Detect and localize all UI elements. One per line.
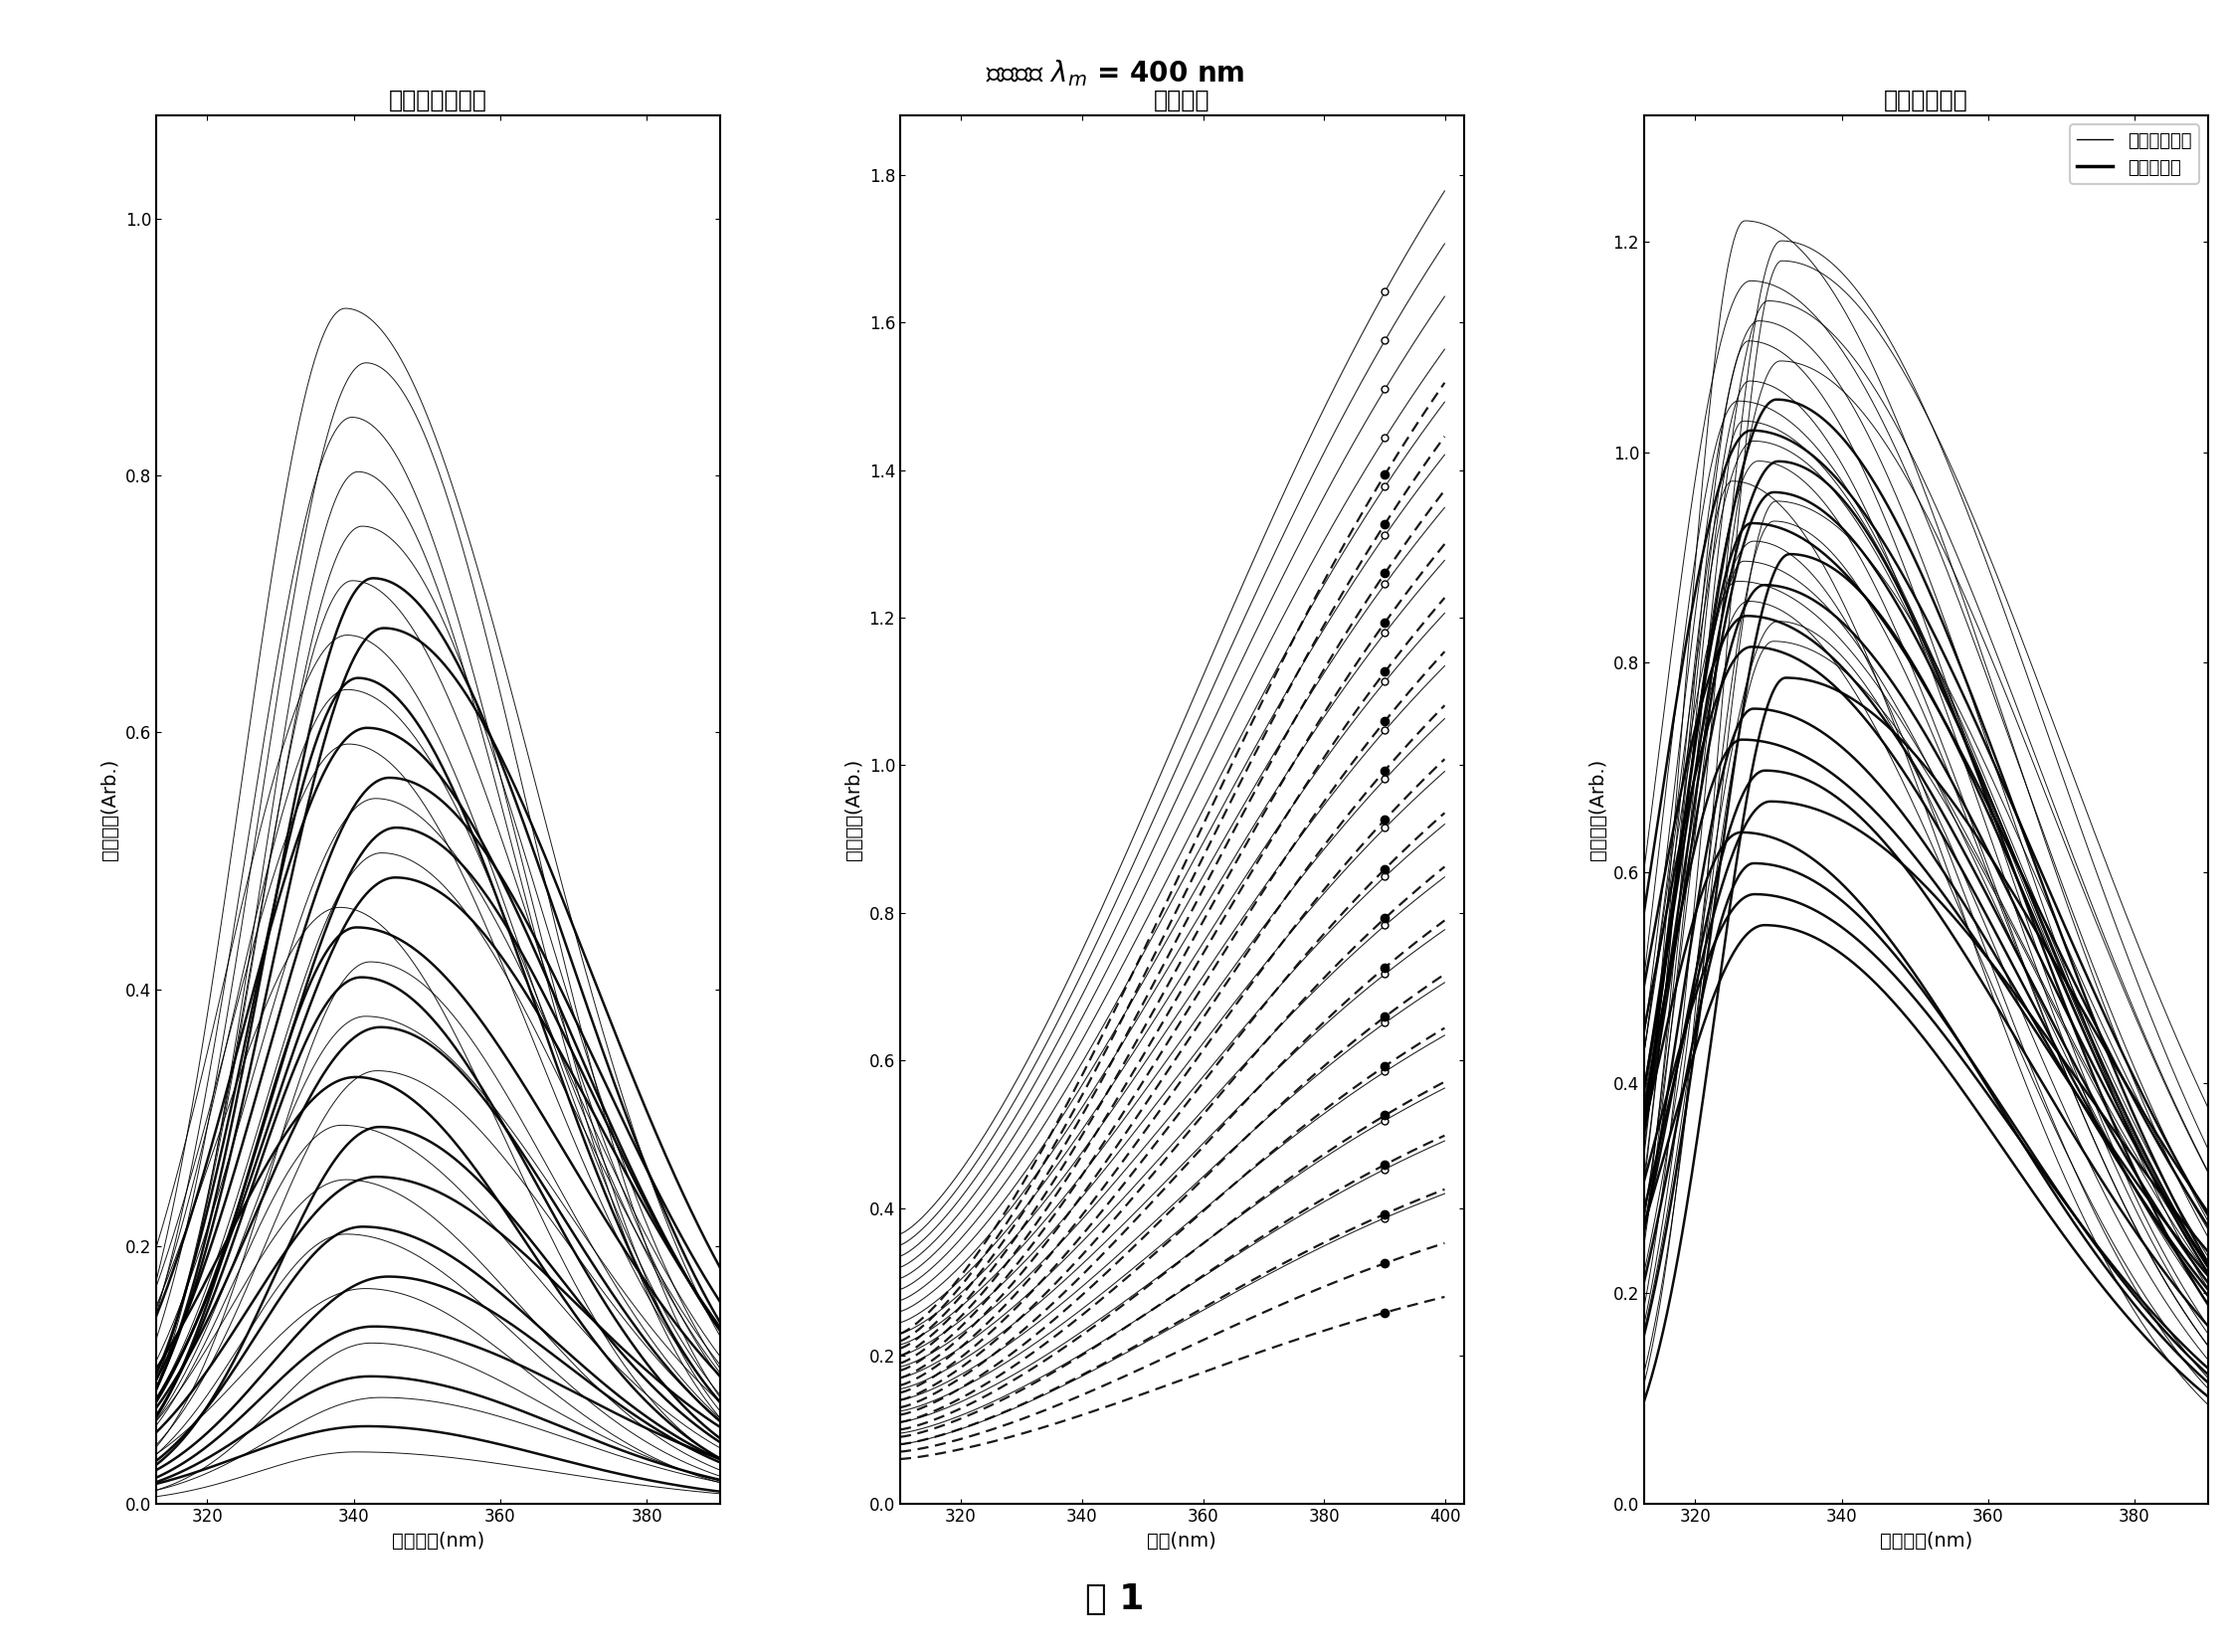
Title: 未经校正的荧光: 未经校正的荧光 [388, 89, 486, 112]
Title: 反射光谱: 反射光谱 [1153, 89, 1211, 112]
X-axis label: 激发波长(nm): 激发波长(nm) [392, 1531, 484, 1551]
Text: 图 1: 图 1 [1086, 1583, 1144, 1616]
Title: 经校正的荧光: 经校正的荧光 [1884, 89, 1969, 112]
Y-axis label: 荧光强度(Arb.): 荧光强度(Arb.) [1588, 758, 1608, 861]
Y-axis label: 荧光强度(Arb.): 荧光强度(Arb.) [100, 758, 120, 861]
Legend: 非糖尿病患者, 糖尿病患者: 非糖尿病患者, 糖尿病患者 [2069, 124, 2199, 183]
Y-axis label: 反射强度(Arb.): 反射强度(Arb.) [845, 758, 863, 861]
X-axis label: 波长(nm): 波长(nm) [1146, 1531, 1218, 1551]
X-axis label: 激发波长(nm): 激发波长(nm) [1880, 1531, 1971, 1551]
Text: 激发扫描 $\lambda_m$ = 400 nm: 激发扫描 $\lambda_m$ = 400 nm [986, 58, 1244, 89]
